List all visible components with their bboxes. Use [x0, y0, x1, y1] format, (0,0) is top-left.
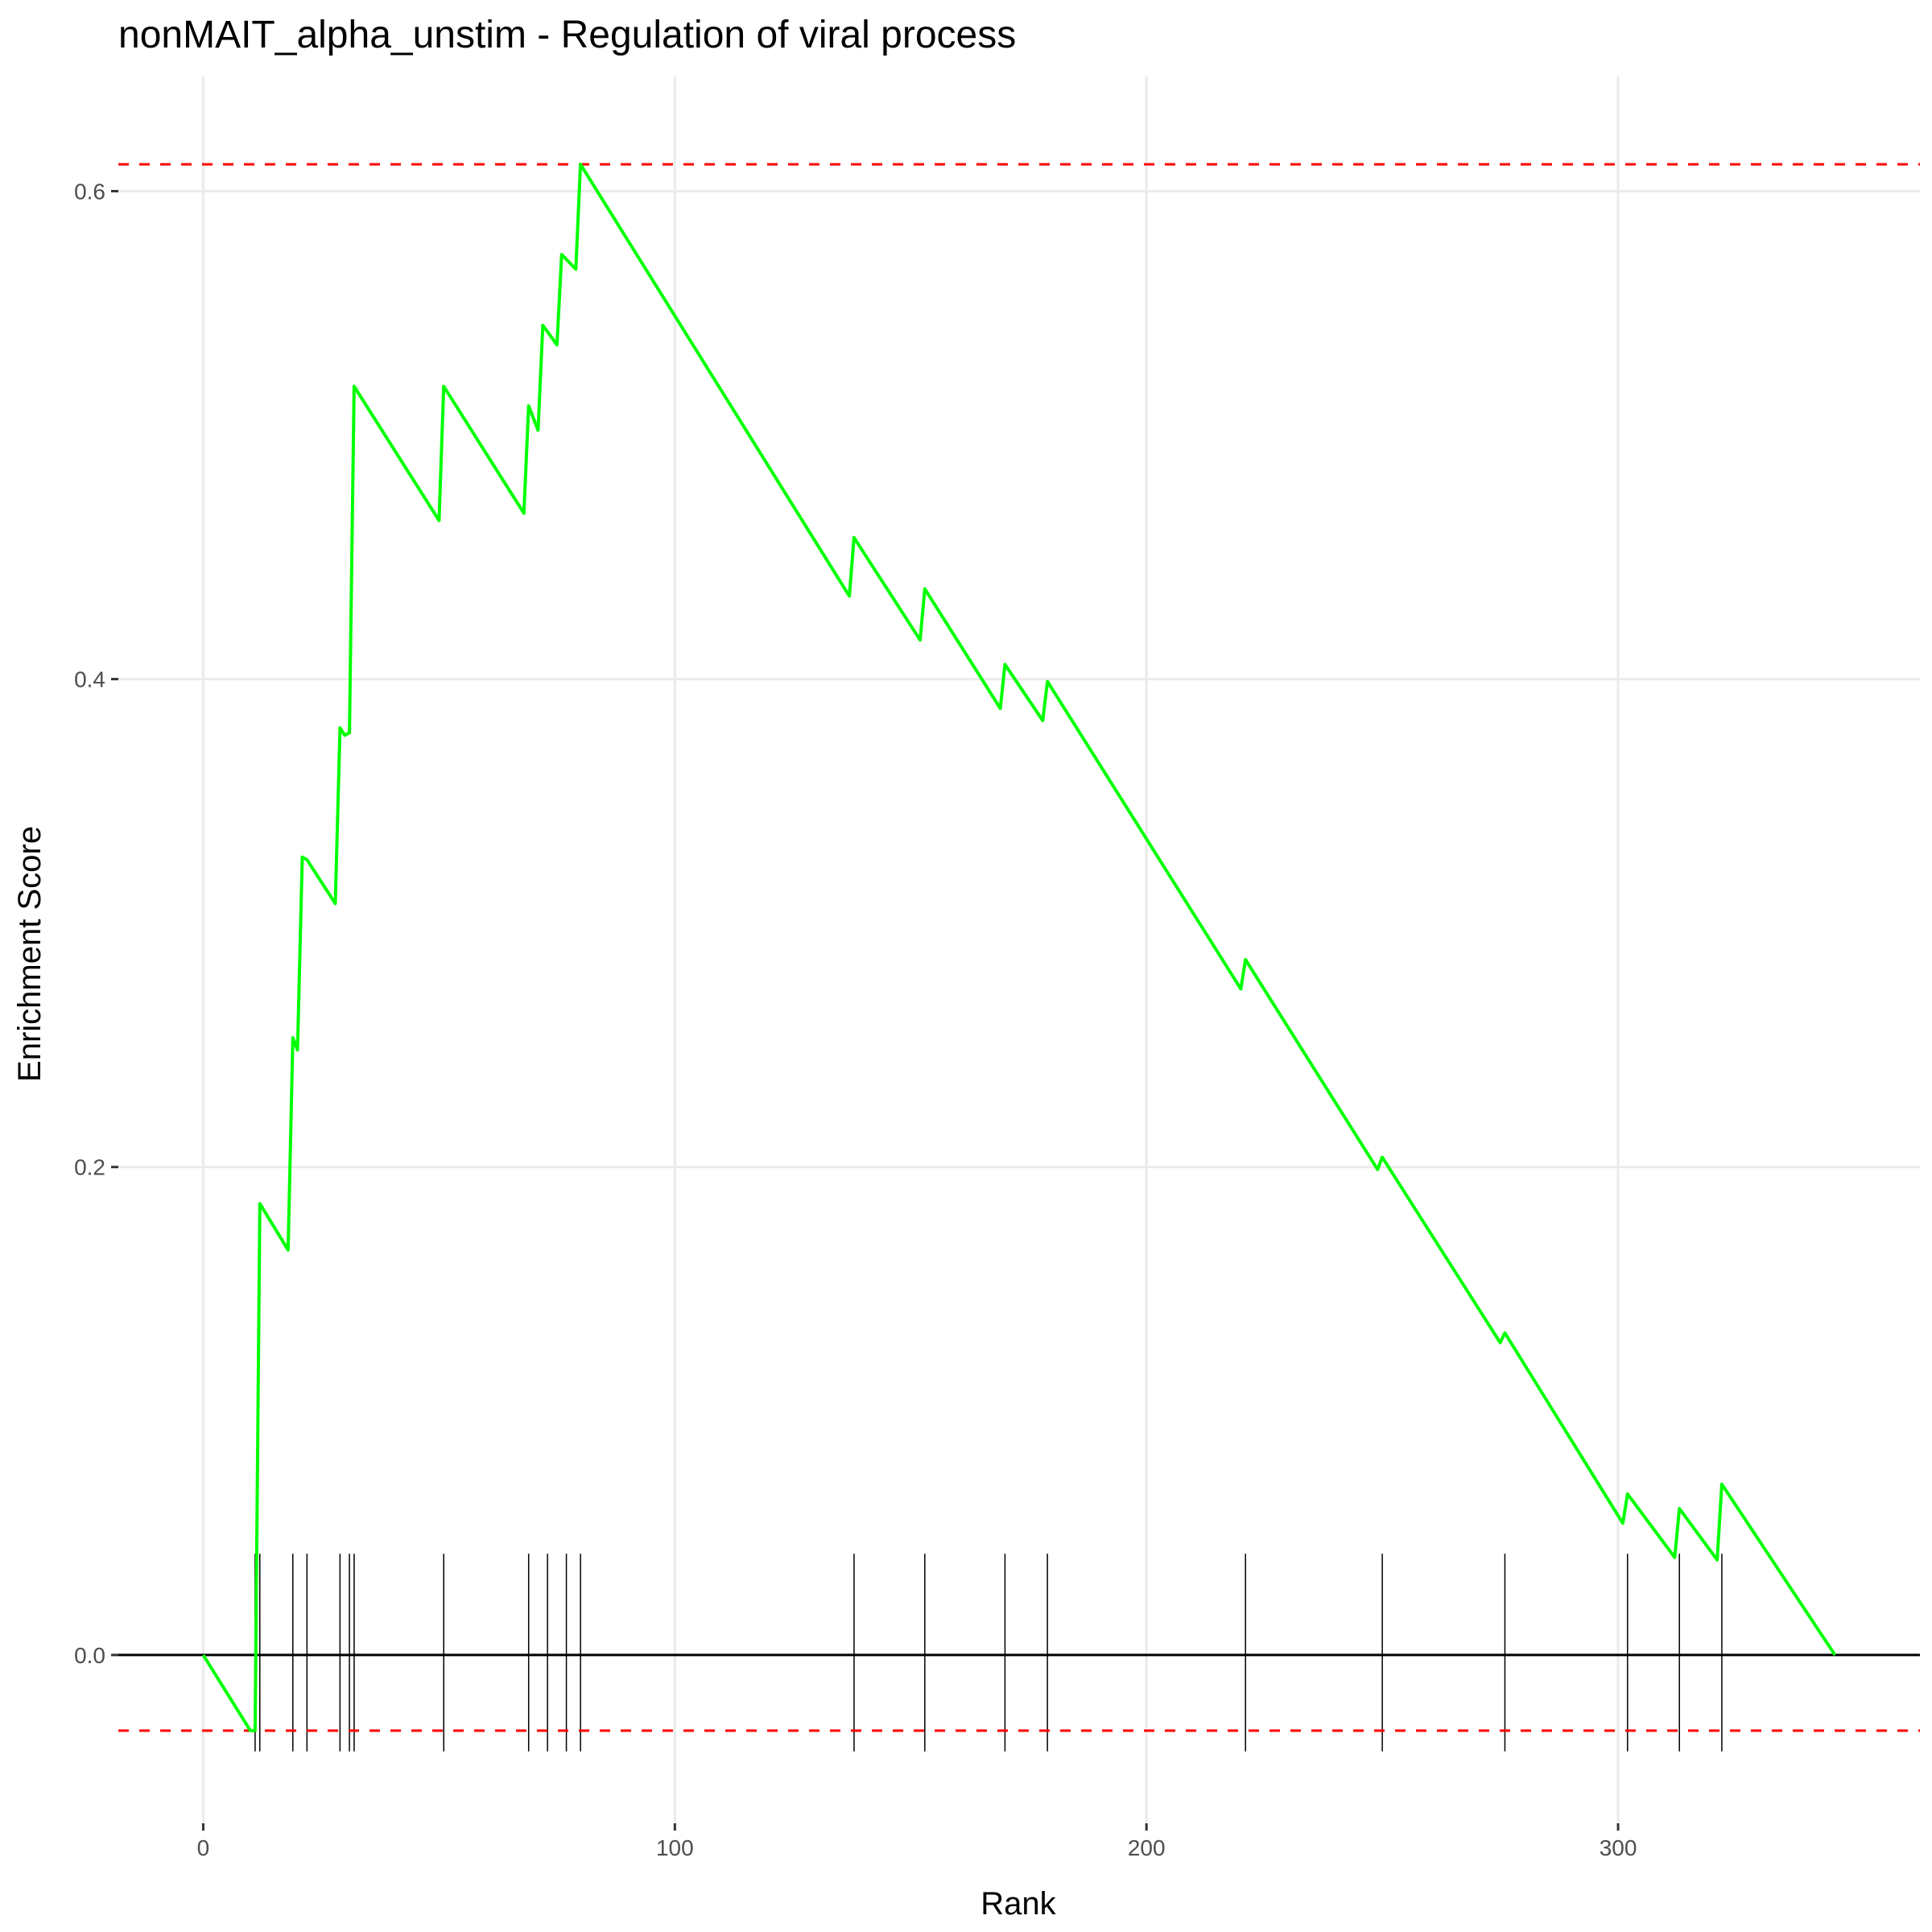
y-tick-label: 0.4	[74, 667, 105, 692]
x-tick-label: 300	[1600, 1835, 1637, 1860]
y-axis-title: Enrichment Score	[12, 826, 47, 1082]
enrichment-curve	[201, 163, 1837, 1732]
chart-title: nonMAIT_alpha_unstim - Regulation of vir…	[118, 14, 1017, 56]
threshold-lines	[118, 163, 1920, 1732]
y-tick-label: 0.6	[74, 179, 105, 204]
series-layer	[201, 163, 1837, 1732]
y-tick-label: 0.0	[74, 1643, 105, 1668]
x-tick-label: 100	[656, 1835, 694, 1860]
hit-ticks	[254, 1554, 1723, 1752]
grid	[118, 76, 1920, 1823]
y-tick-label: 0.2	[74, 1155, 105, 1180]
x-tick-label: 0	[197, 1835, 210, 1860]
axes: 0 100 200 300 0.0 0.2 0.4 0.6	[74, 179, 1637, 1860]
x-tick-label: 200	[1128, 1835, 1166, 1860]
x-axis-title: Rank	[980, 1886, 1056, 1922]
